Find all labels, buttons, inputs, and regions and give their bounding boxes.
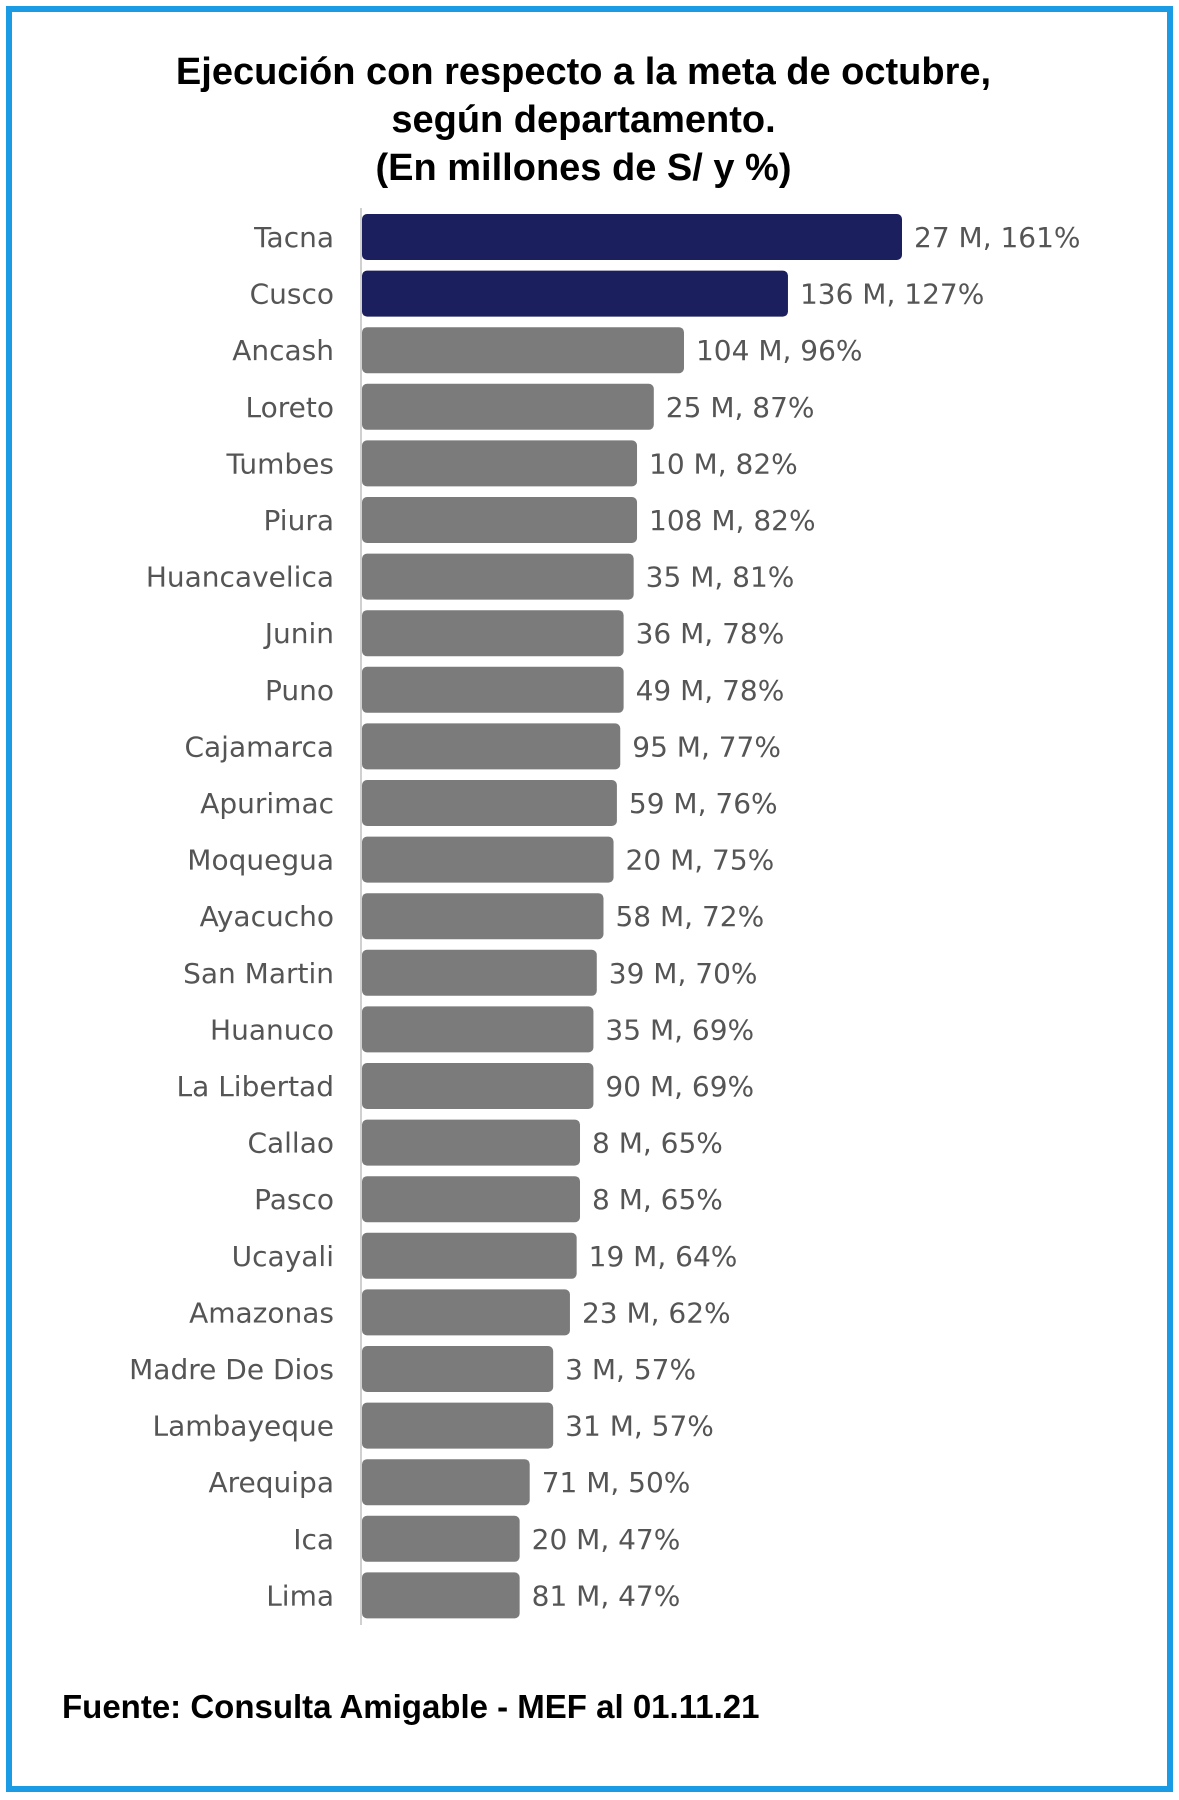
bar-ucayali xyxy=(362,1232,577,1279)
data-label: 35 M, 81% xyxy=(646,561,795,594)
bar-lambayeque xyxy=(362,1402,554,1449)
category-label: Pasco xyxy=(254,1183,334,1216)
chart-title-line-1: Ejecución con respecto a la meta de octu… xyxy=(175,51,992,93)
category-label: Junin xyxy=(263,617,334,650)
bar-junin xyxy=(362,610,624,657)
category-label: Ucayali xyxy=(232,1240,334,1273)
category-label: Tacna xyxy=(253,221,334,254)
category-label: Madre De Dios xyxy=(129,1353,334,1386)
data-label: 36 M, 78% xyxy=(636,617,785,650)
bar-loreto xyxy=(362,383,654,430)
bar-ancash xyxy=(362,327,684,374)
bar-apurimac xyxy=(362,780,617,826)
category-label: Cusco xyxy=(250,278,334,311)
data-label: 81 M, 47% xyxy=(532,1579,681,1612)
category-label: Puno xyxy=(265,674,334,707)
data-label: 71 M, 50% xyxy=(542,1466,691,1499)
bar-ayacucho xyxy=(362,893,604,940)
category-label: Piura xyxy=(264,504,334,537)
data-label: 8 M, 65% xyxy=(592,1127,723,1160)
category-label: Lambayeque xyxy=(152,1410,334,1443)
bar-ica xyxy=(362,1515,520,1562)
category-label: Apurimac xyxy=(200,787,334,820)
category-label: Ayacucho xyxy=(200,900,334,933)
source-note: Fuente: Consulta Amigable - MEF al 01.11… xyxy=(62,1688,760,1725)
data-label: 39 M, 70% xyxy=(609,957,758,990)
category-label: Ancash xyxy=(232,334,334,367)
data-label: 35 M, 69% xyxy=(605,1013,754,1046)
bar-chart: Tacna 27 M, 161% Cusco 136 M, 127% Ancash 104… xyxy=(129,208,1081,1625)
data-label: 8 M, 65% xyxy=(592,1183,723,1216)
category-label: Cajamarca xyxy=(184,730,334,763)
data-label: 10 M, 82% xyxy=(649,447,798,480)
bar-huanuco xyxy=(362,1006,594,1053)
data-label: 58 M, 72% xyxy=(615,900,764,933)
bar-tumbes xyxy=(362,440,638,487)
category-label: Callao xyxy=(247,1127,334,1160)
bar-piura xyxy=(362,497,638,543)
data-label: 108 M, 82% xyxy=(649,504,816,537)
bar-tacna xyxy=(362,214,902,260)
bar-madre-de-dios xyxy=(362,1346,554,1392)
data-label: 136 M, 127% xyxy=(800,278,984,311)
category-label: Arequipa xyxy=(208,1466,334,1499)
category-label: Tumbes xyxy=(226,447,334,480)
chart-title-line-2: según departamento. xyxy=(391,99,776,141)
data-label: 20 M, 47% xyxy=(532,1523,681,1556)
category-label: Loreto xyxy=(246,391,334,424)
chart-title: Ejecución con respecto a la meta de octu… xyxy=(0,48,1167,192)
bar-la-libertad xyxy=(362,1063,594,1109)
bar-san-martin xyxy=(362,949,597,996)
data-label: 95 M, 77% xyxy=(632,730,781,763)
category-label: Lima xyxy=(266,1579,334,1612)
category-label: Amazonas xyxy=(189,1296,334,1329)
bar-amazonas xyxy=(362,1289,570,1336)
data-label: 90 M, 69% xyxy=(605,1070,754,1103)
data-label: 49 M, 78% xyxy=(636,674,785,707)
data-label: 20 M, 75% xyxy=(626,844,775,877)
category-label: Moquegua xyxy=(187,844,334,877)
bar-moquegua xyxy=(362,836,614,883)
data-label: 59 M, 76% xyxy=(629,787,778,820)
bar-huancavelica xyxy=(362,553,634,600)
data-label: 3 M, 57% xyxy=(565,1353,696,1386)
bar-cajamarca xyxy=(362,723,621,770)
data-label: 23 M, 62% xyxy=(582,1296,731,1329)
bar-cusco xyxy=(362,270,788,317)
data-label: 27 M, 161% xyxy=(914,221,1081,254)
category-label: La Libertad xyxy=(177,1070,334,1103)
data-label: 25 M, 87% xyxy=(666,391,815,424)
chart-title-line-3: (En millones de S/ y %) xyxy=(375,147,792,189)
data-label: 104 M, 96% xyxy=(696,334,863,367)
bar-arequipa xyxy=(362,1459,530,1506)
data-label: 31 M, 57% xyxy=(565,1410,714,1443)
category-label: Huanuco xyxy=(210,1013,334,1046)
category-label: Huancavelica xyxy=(146,561,334,594)
bar-lima xyxy=(362,1572,520,1619)
category-label: Ica xyxy=(293,1523,334,1556)
category-label: San Martin xyxy=(183,957,334,990)
bar-callao xyxy=(362,1119,581,1166)
bar-puno xyxy=(362,666,624,713)
data-label: 19 M, 64% xyxy=(589,1240,738,1273)
bar-pasco xyxy=(362,1176,581,1223)
